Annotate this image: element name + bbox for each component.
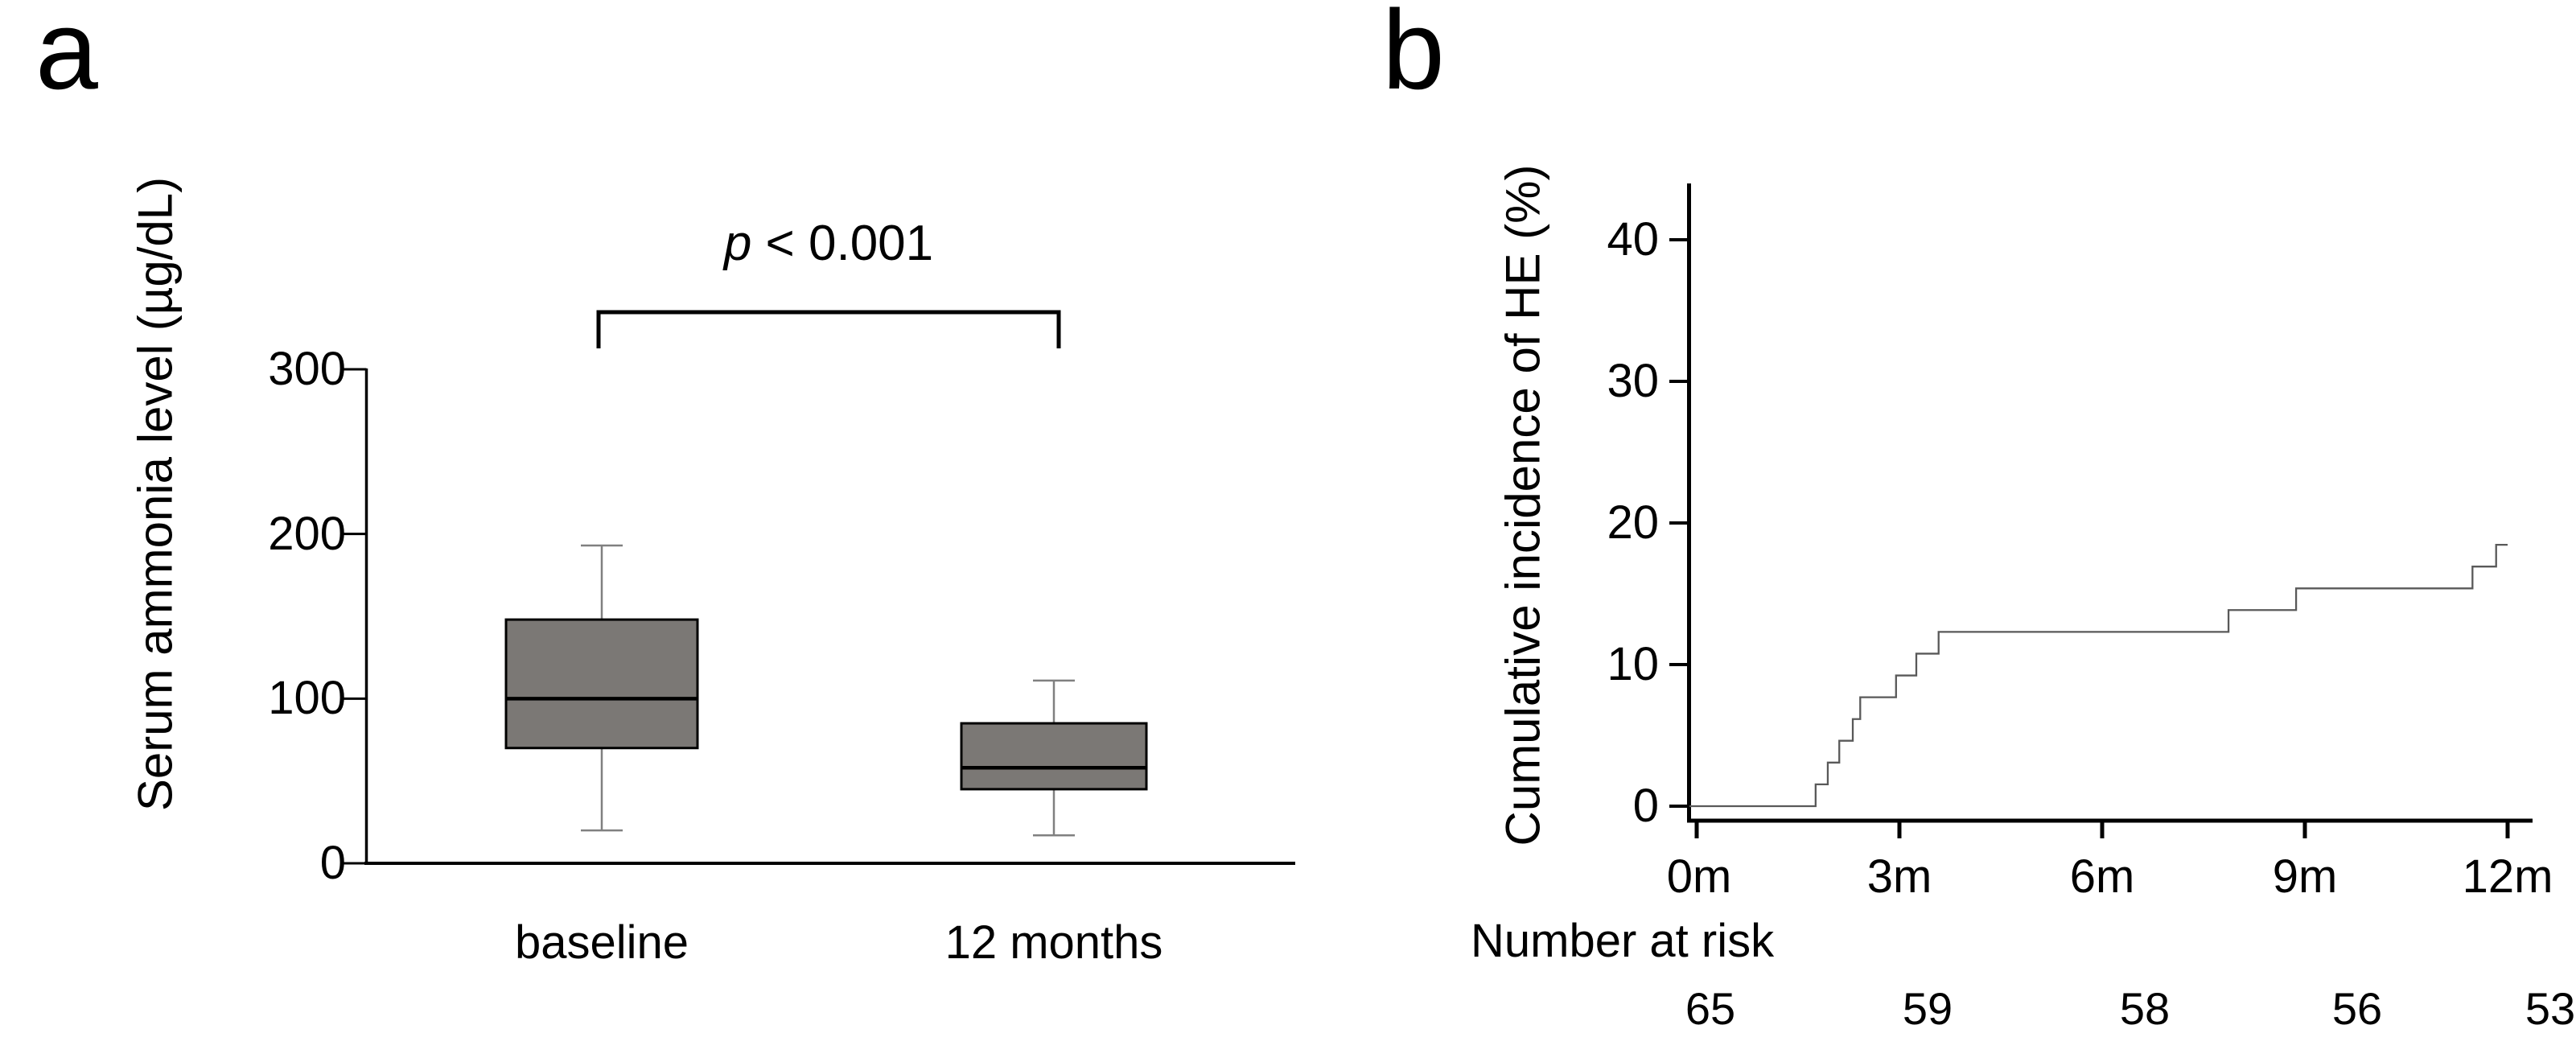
category-label-12-months: 12 months [944, 916, 1163, 969]
category-label-baseline: baseline [514, 916, 689, 969]
number-at-risk-value: 58 [2119, 983, 2171, 1034]
number-at-risk-value: 53 [2525, 983, 2576, 1034]
panel-b-x-tick-label: 3m [1866, 850, 1932, 903]
p-value-italic: p [723, 216, 752, 271]
panel-b-y-tick-label: 0 [1632, 780, 1659, 832]
panel-b-y-tick-label: 20 [1607, 496, 1659, 549]
significance-bracket [596, 310, 1061, 348]
panel-b-y-tick-label: 40 [1607, 213, 1659, 266]
panel-a-y-tick-label: 100 [268, 672, 346, 724]
panel-a-y-tick-label: 300 [268, 343, 346, 395]
box-12-months [960, 722, 1148, 791]
panel-b-y-tick-label: 10 [1607, 638, 1659, 690]
panel-b-y-tick-label: 30 [1607, 355, 1659, 407]
panel-b-x-tick-label: 6m [2069, 850, 2135, 903]
cumulative-incidence-curve [1689, 543, 2508, 808]
number-at-risk-value: 65 [1685, 983, 1736, 1034]
panel-a-y-tick-label: 200 [268, 508, 346, 560]
panel-a-label: a [35, 0, 98, 113]
box-baseline [504, 618, 699, 750]
p-value-text: < 0.001 [751, 216, 934, 271]
panel-b-x-tick-label: 12m [2462, 850, 2553, 903]
panel-b-label: b [1382, 0, 1445, 113]
number-at-risk-label: Number at risk [1471, 915, 1775, 967]
panel-b-x-tick-label: 0m [1666, 850, 1732, 903]
panel-b-x-tick-label: 9m [2272, 850, 2338, 903]
number-at-risk-value: 56 [2331, 983, 2383, 1034]
p-value-annotation: p < 0.001 [724, 219, 933, 269]
number-at-risk-value: 59 [1902, 983, 1953, 1034]
panel-a-y-tick-label: 0 [319, 837, 346, 889]
